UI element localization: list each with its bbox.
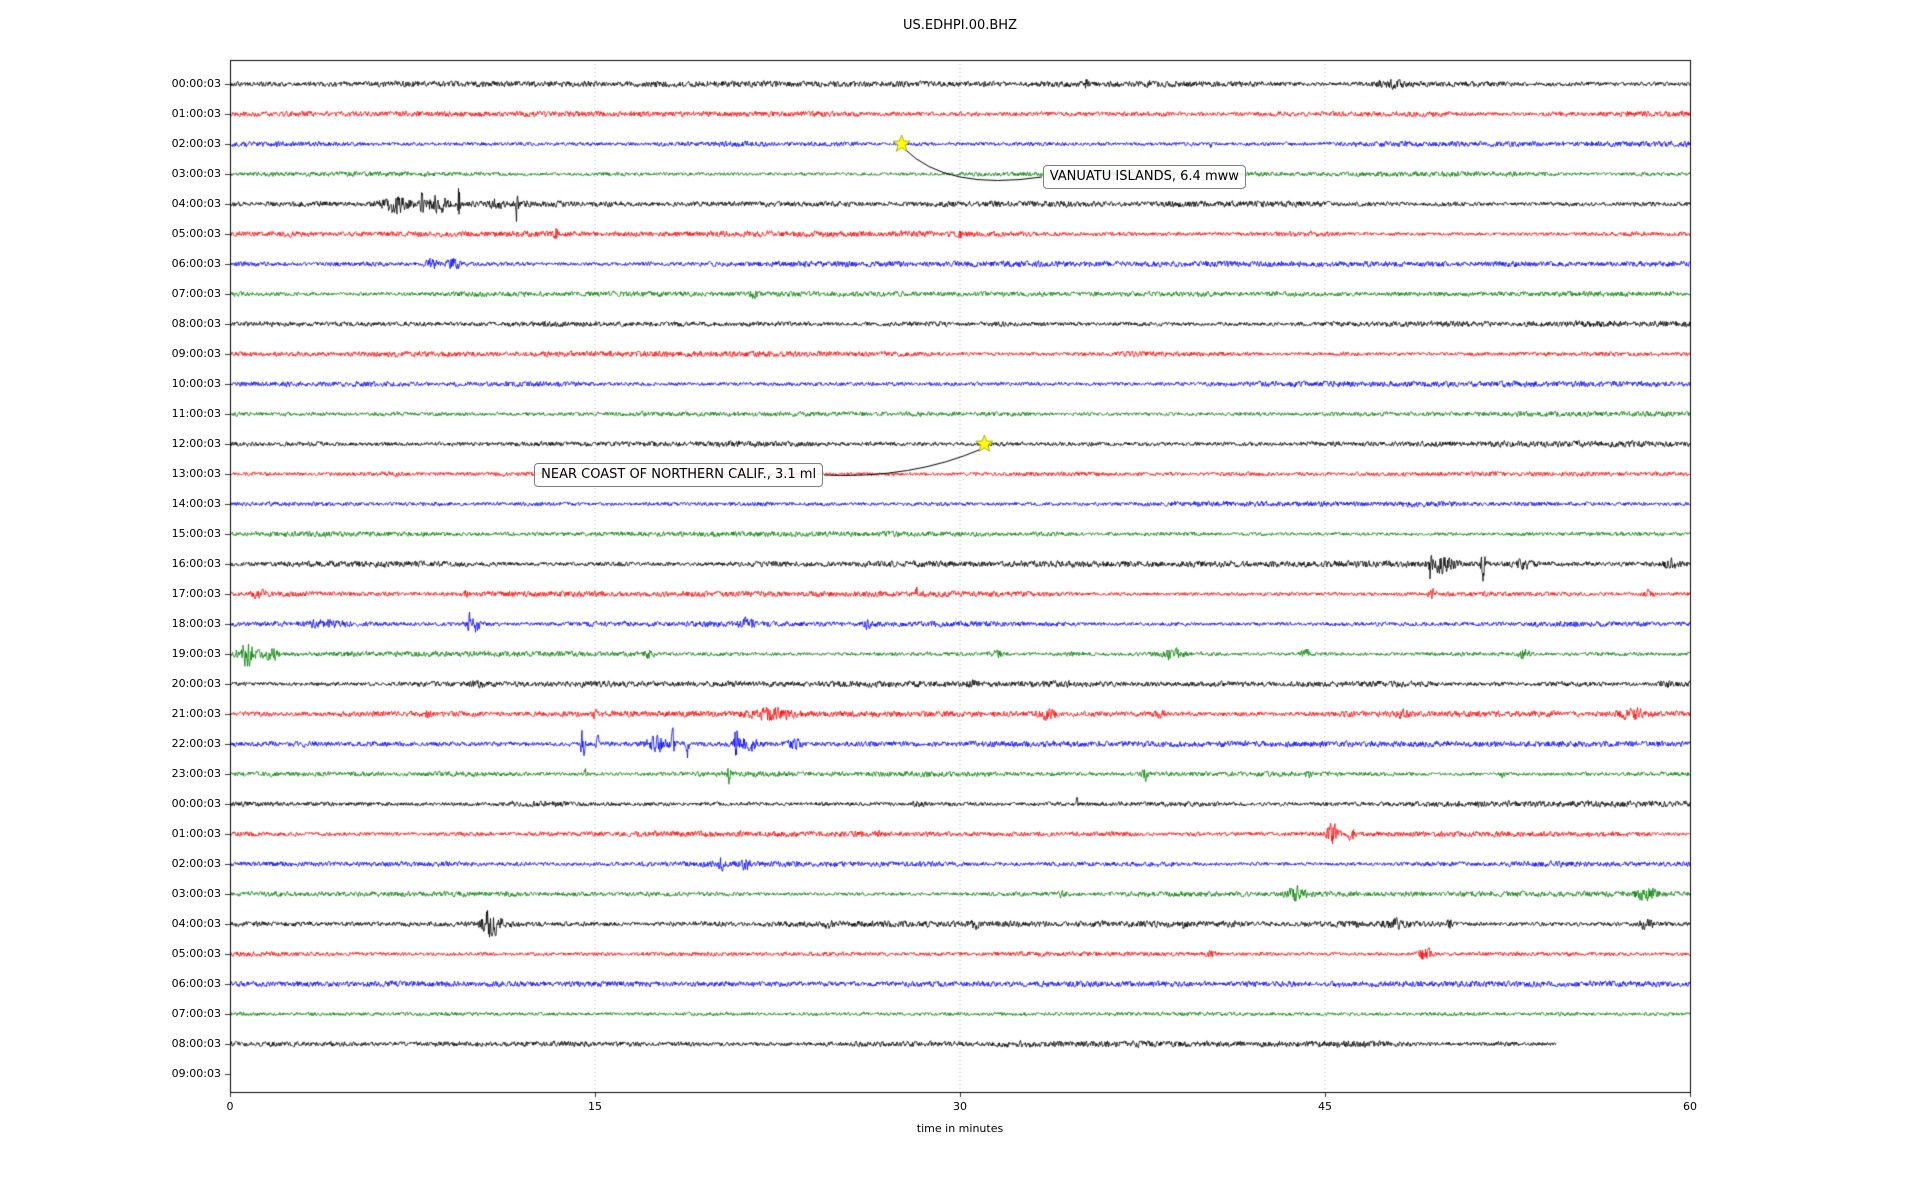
x-axis-tick-label: 30 — [953, 1100, 967, 1113]
y-axis-label: 19:00:03 — [171, 647, 221, 660]
event-annotation: VANUATU ISLANDS, 6.4 mww — [1042, 165, 1246, 189]
x-axis-label: time in minutes — [916, 1122, 1004, 1135]
y-axis-label: 08:00:03 — [171, 1037, 221, 1050]
x-axis-tick-label: 15 — [588, 1100, 602, 1113]
y-axis-label: 21:00:03 — [171, 707, 221, 720]
y-axis-label: 20:00:03 — [171, 677, 221, 690]
y-axis-label: 12:00:03 — [171, 437, 221, 450]
y-axis-label: 22:00:03 — [171, 737, 221, 750]
y-axis-label: 11:00:03 — [171, 407, 221, 420]
y-axis-label: 18:00:03 — [171, 617, 221, 630]
y-axis-label: 01:00:03 — [171, 827, 221, 840]
y-axis-label: 00:00:03 — [171, 797, 221, 810]
event-annotation: NEAR COAST OF NORTHERN CALIF., 3.1 ml — [534, 463, 824, 487]
x-axis-tick-label: 0 — [226, 1100, 234, 1113]
y-axis-label: 03:00:03 — [171, 887, 221, 900]
y-axis-label: 14:00:03 — [171, 497, 221, 510]
y-axis-label: 05:00:03 — [171, 227, 221, 240]
y-axis-label: 07:00:03 — [171, 287, 221, 300]
y-axis-label: 00:00:03 — [171, 77, 221, 90]
y-axis-label: 16:00:03 — [171, 557, 221, 570]
y-axis-label: 09:00:03 — [171, 1067, 221, 1080]
x-axis-tick-label: 45 — [1318, 1100, 1332, 1113]
y-axis-label: 09:00:03 — [171, 347, 221, 360]
chart-title: US.EDHPI.00.BHZ — [903, 18, 1017, 33]
x-axis-tick-label: 60 — [1683, 1100, 1697, 1113]
y-axis-label: 10:00:03 — [171, 377, 221, 390]
y-axis-label: 17:00:03 — [171, 587, 221, 600]
y-axis-label: 23:00:03 — [171, 767, 221, 780]
y-axis-label: 04:00:03 — [171, 917, 221, 930]
y-axis-label: 01:00:03 — [171, 107, 221, 120]
y-axis-label: 05:00:03 — [171, 947, 221, 960]
y-axis-label: 08:00:03 — [171, 317, 221, 330]
y-axis-label: 06:00:03 — [171, 977, 221, 990]
y-axis-label: 02:00:03 — [171, 857, 221, 870]
y-axis-label: 15:00:03 — [171, 527, 221, 540]
y-axis-label: 13:00:03 — [171, 467, 221, 480]
y-axis-label: 07:00:03 — [171, 1007, 221, 1020]
y-axis-label: 06:00:03 — [171, 257, 221, 270]
y-axis-label: 04:00:03 — [171, 197, 221, 210]
y-axis-label: 03:00:03 — [171, 167, 221, 180]
y-axis-label: 02:00:03 — [171, 137, 221, 150]
